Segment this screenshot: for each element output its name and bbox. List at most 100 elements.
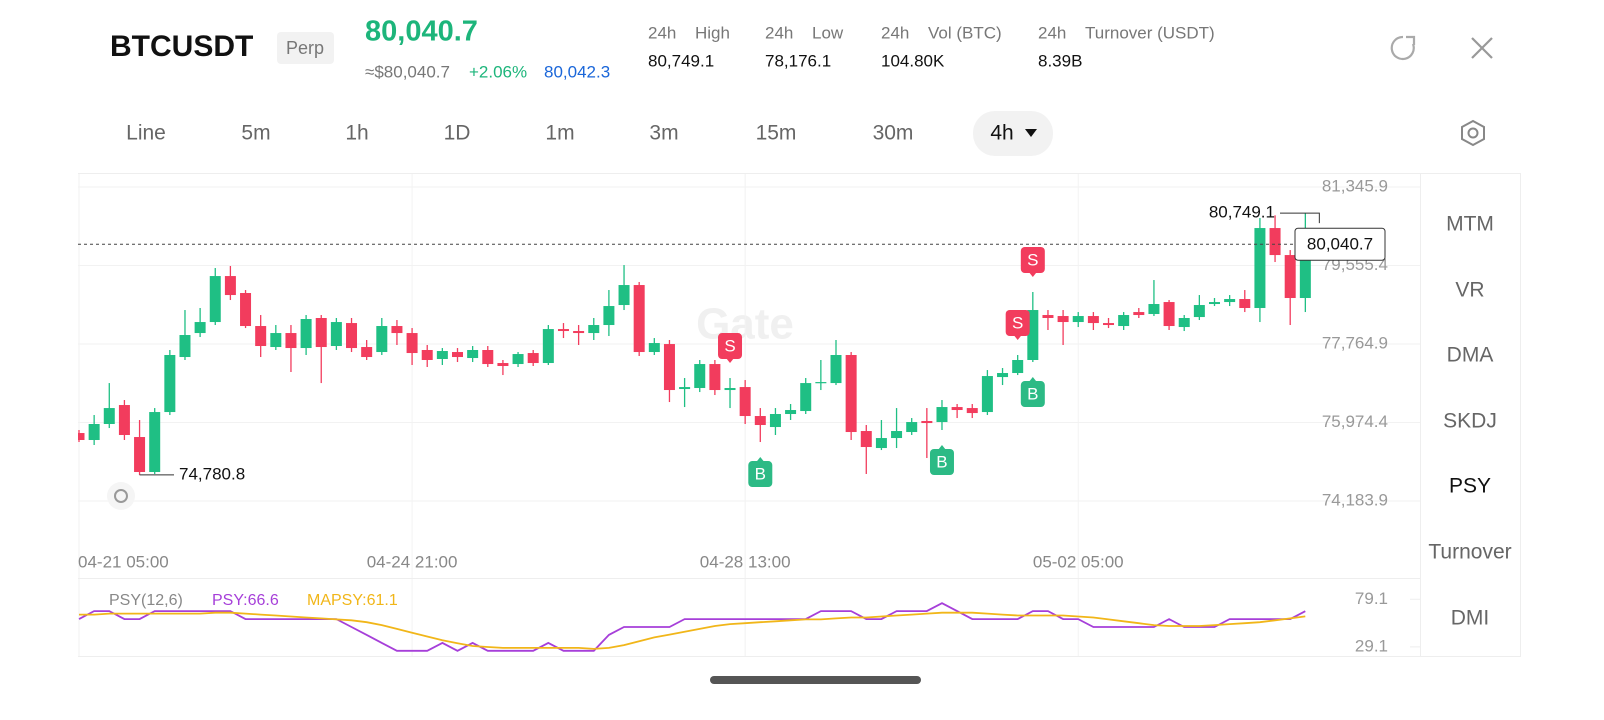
stat-period: 24h <box>648 23 676 42</box>
stat-value: 104.80K <box>881 51 945 70</box>
timeframe-tab[interactable]: 15m <box>756 122 797 145</box>
close-icon[interactable] <box>1471 37 1493 59</box>
home-indicator <box>710 676 921 684</box>
y-tick-label: 29.1 <box>1355 636 1388 655</box>
y-tick-label: 74,183.9 <box>1322 490 1388 509</box>
signal-pointer <box>1028 272 1037 278</box>
candle-body <box>573 331 585 334</box>
signal-marker <box>1020 381 1045 408</box>
timeframe-tab[interactable]: 1m <box>545 122 574 145</box>
timeframe-tab[interactable]: 30m <box>873 122 914 145</box>
legend-entry: PSY:66.6 <box>212 592 279 609</box>
candle-body <box>361 347 373 358</box>
timeframe-tab[interactable]: 3m <box>649 122 678 145</box>
timeframe-tab[interactable]: 4h <box>990 122 1013 145</box>
y-tick-label: 75,974.4 <box>1322 412 1388 431</box>
mark-price: 80,042.3 <box>544 62 610 81</box>
candle-body <box>875 438 887 449</box>
candle-body <box>346 323 358 349</box>
signal-pointer <box>937 445 946 451</box>
stat-period: 24h <box>881 23 909 42</box>
candle-body <box>78 433 85 441</box>
candle-body <box>997 373 1009 378</box>
candle-body <box>1163 302 1175 327</box>
candle-body <box>815 382 827 384</box>
candle-body <box>648 343 660 353</box>
signal-pointer <box>1028 377 1037 383</box>
candle-body <box>88 424 100 441</box>
indicator-tab[interactable]: PSY <box>1449 475 1491 498</box>
gear-center <box>1467 127 1479 139</box>
y-tick-label: 81,345.9 <box>1322 177 1388 196</box>
candle-body <box>754 416 766 426</box>
high-marker-line <box>1280 212 1320 224</box>
candle-body <box>1239 299 1251 309</box>
indicator-line <box>79 611 1306 650</box>
stat-value: 78,176.1 <box>765 51 831 70</box>
candle-body <box>1284 255 1296 299</box>
indicator-tab[interactable]: DMI <box>1451 607 1490 630</box>
x-tick-label: 04-28 13:00 <box>700 552 791 571</box>
timeframe-tab[interactable]: 1h <box>345 122 368 145</box>
timeframe-tab[interactable]: 5m <box>241 122 270 145</box>
candle-body <box>512 354 524 365</box>
refresh-icon[interactable] <box>1390 35 1416 61</box>
candle-body <box>255 326 267 347</box>
tab-dropdown-arrow <box>1025 129 1037 137</box>
candle-body <box>224 276 236 296</box>
signal-label: S <box>1027 250 1038 269</box>
candle-body <box>149 412 161 473</box>
candle-body <box>1133 312 1145 316</box>
settings-icon[interactable] <box>1461 119 1485 147</box>
signal-label: B <box>936 452 947 471</box>
stat-value: 80,749.1 <box>648 51 714 70</box>
price-chart <box>78 174 1420 578</box>
candle-body <box>679 387 691 390</box>
indicator-line <box>78 602 1306 652</box>
candle-body <box>1178 318 1190 328</box>
candle-body <box>1087 316 1099 324</box>
y-tick-label: 79.1 <box>1355 589 1388 608</box>
candle-body <box>300 319 312 349</box>
candle-body <box>663 344 675 391</box>
badge: Perp <box>286 38 324 58</box>
signal-label: B <box>755 465 766 484</box>
candle-body <box>527 353 539 364</box>
indicator-tab[interactable]: Turnover <box>1428 541 1511 564</box>
candle-body <box>330 322 342 347</box>
candle-body <box>981 376 993 413</box>
candle-body <box>452 352 463 358</box>
last-price-label: 80,040.7 <box>1307 235 1373 254</box>
indicator-tab[interactable]: VR <box>1455 279 1484 302</box>
candle-body <box>951 407 963 411</box>
change: +2.06% <box>469 62 527 81</box>
indicator-tab[interactable]: DMA <box>1447 344 1494 367</box>
candle-body <box>1193 305 1205 318</box>
stat-period: 24h <box>1038 23 1066 42</box>
candle-body <box>921 421 933 424</box>
stat-label: Turnover (USDT) <box>1085 23 1215 42</box>
candle-body <box>830 355 842 384</box>
candle-body <box>966 408 978 414</box>
candle-body <box>118 405 130 436</box>
candle-body <box>1269 228 1281 256</box>
timeframe-tab[interactable]: Line <box>126 122 166 145</box>
chart-tool-icon[interactable] <box>107 482 135 510</box>
candle-body <box>467 350 479 359</box>
psy-chart <box>78 579 1420 656</box>
candle-body <box>542 329 554 364</box>
symbol: BTCUSDT <box>110 30 253 63</box>
candle-body <box>285 333 297 349</box>
signal-marker <box>1020 247 1045 274</box>
candle-body <box>860 431 872 448</box>
x-tick-label: 04-21 05:00 <box>78 552 169 571</box>
candle-body <box>603 306 615 326</box>
indicator-tab[interactable]: MTM <box>1446 213 1494 236</box>
candle-body <box>769 414 781 428</box>
candle-body <box>891 431 903 439</box>
timeframe-tab[interactable]: 1D <box>444 122 471 145</box>
candle-body <box>1012 360 1024 374</box>
candle-body <box>1209 302 1220 305</box>
x-tick-label: 05-02 05:00 <box>1033 552 1124 571</box>
indicator-tab[interactable]: SKDJ <box>1443 410 1497 433</box>
